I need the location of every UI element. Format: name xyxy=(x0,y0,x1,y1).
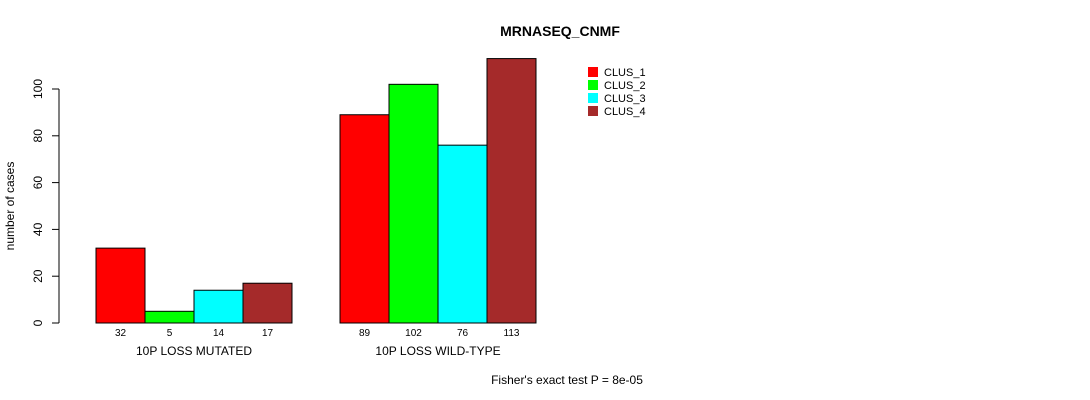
bar-clus-2 xyxy=(144,310,195,324)
legend-label: CLUS_1 xyxy=(604,67,646,79)
legend-label: CLUS_2 xyxy=(604,80,646,92)
y-tick-label: 0 xyxy=(31,319,45,326)
y-tick-label: 60 xyxy=(31,176,45,190)
bar-value-label: 5 xyxy=(167,328,173,339)
y-tick-label: 80 xyxy=(31,129,45,143)
legend-label: CLUS_4 xyxy=(604,106,646,118)
chart-title: MRNASEQ_CNMF xyxy=(500,23,620,39)
bar-clus-3 xyxy=(437,144,488,324)
legend-swatch xyxy=(588,80,598,90)
bar-clus-3 xyxy=(193,289,244,324)
bar-clus-4 xyxy=(242,282,293,324)
bar-clus-2 xyxy=(388,83,439,324)
y-axis: 0 20 40 60 80 100 xyxy=(31,79,60,326)
bar-clus-1 xyxy=(95,247,146,324)
bar-value-label: 76 xyxy=(457,328,469,339)
legend-swatch xyxy=(588,93,598,103)
bar-value-label: 113 xyxy=(504,328,520,339)
bar-value-label: 102 xyxy=(405,328,422,339)
legend-swatch xyxy=(588,106,598,116)
bar-value-label: 32 xyxy=(115,328,127,339)
y-tick-label: 20 xyxy=(31,269,45,283)
bar-value-label: 89 xyxy=(359,328,371,339)
legend-label: CLUS_3 xyxy=(604,93,646,105)
category-label: 10P LOSS WILD-TYPE xyxy=(375,344,500,358)
bar-clus-4 xyxy=(486,58,537,324)
bar-value-label: 14 xyxy=(213,328,225,339)
bar-clus-1 xyxy=(339,114,390,324)
legend-swatch xyxy=(588,67,598,77)
bar-value-label: 17 xyxy=(262,328,274,339)
category-label: 10P LOSS MUTATED xyxy=(136,344,252,358)
bars: 32 5 14 17 10P LOSS MUTATED 89 102 76 113 10P LOS… xyxy=(95,58,537,358)
y-tick-label: 100 xyxy=(31,79,45,99)
y-axis-label: number of cases xyxy=(3,162,17,251)
annotation: Fisher's exact test P = 8e-05 xyxy=(491,373,643,387)
y-tick-label: 40 xyxy=(31,222,45,236)
